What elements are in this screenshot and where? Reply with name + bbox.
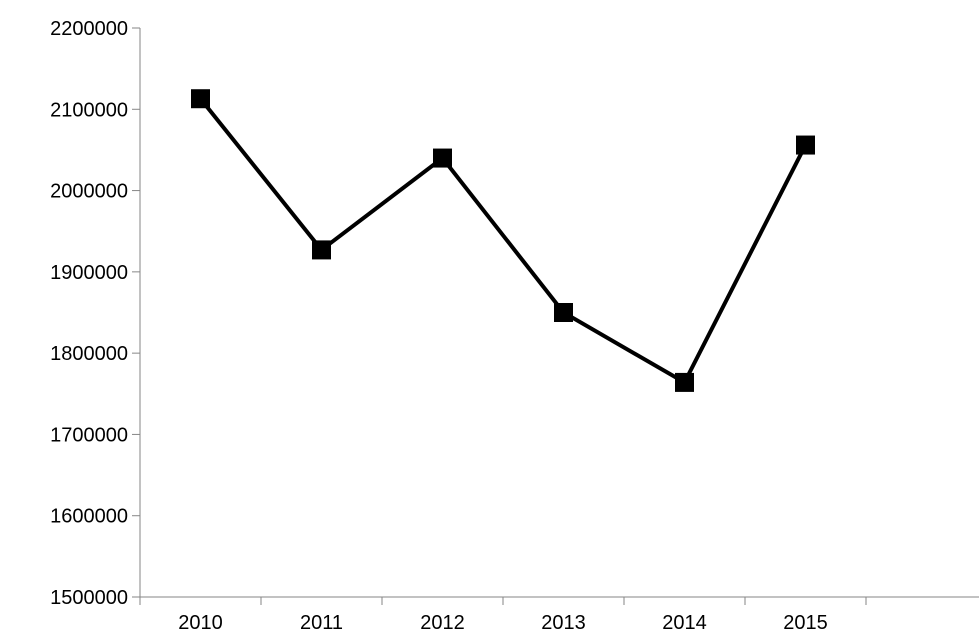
y-tick-label: 1900000 <box>50 262 128 284</box>
x-tick-label: 2015 <box>783 612 828 634</box>
data-point-marker <box>675 372 694 392</box>
x-tick-label: 2014 <box>662 612 707 634</box>
data-point-marker <box>554 303 573 322</box>
y-tick-label: 2100000 <box>50 99 128 121</box>
series-group <box>191 89 815 392</box>
x-axis: 2010 2011 2012 2013 2014 2015 <box>139 596 979 634</box>
y-axis: 1500000 1600000 1700000 1800000 1900000 20000… <box>50 18 141 609</box>
y-tick-label: 2000000 <box>50 181 128 203</box>
data-point-marker <box>191 89 210 109</box>
y-tick-label: 1600000 <box>50 506 128 528</box>
y-tick-label: 1700000 <box>50 424 128 446</box>
y-tick-label: 1500000 <box>50 587 128 609</box>
x-tick-label: 2011 <box>300 612 343 634</box>
y-tick-label: 1800000 <box>50 343 128 365</box>
x-tick-label: 2012 <box>420 612 465 634</box>
y-tick-label: 2200000 <box>50 18 128 40</box>
x-tick-label: 2013 <box>541 612 586 634</box>
x-tick-label: 2010 <box>178 612 223 634</box>
data-point-marker <box>433 148 452 168</box>
data-point-marker <box>312 240 331 260</box>
series-line <box>198 97 808 386</box>
data-point-marker <box>796 135 815 155</box>
